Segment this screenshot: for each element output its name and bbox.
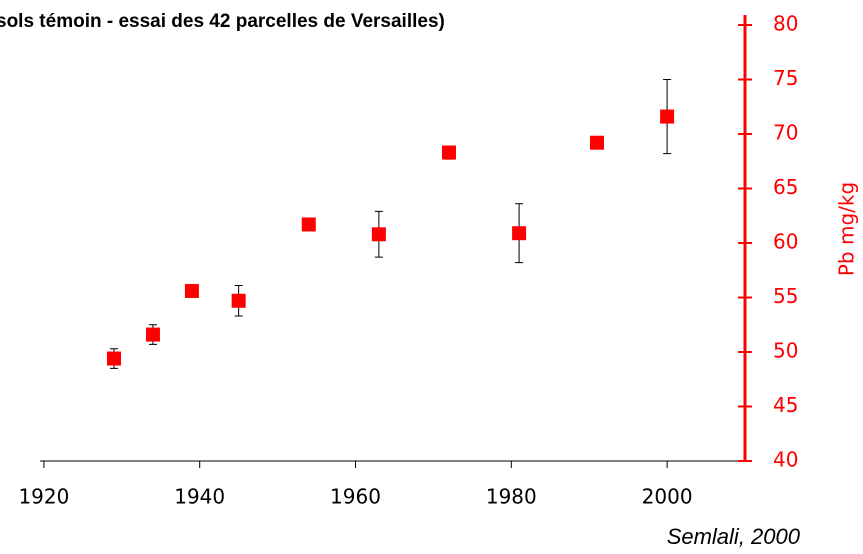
y-tick-label: 45 xyxy=(773,393,798,417)
y-tick-label: 70 xyxy=(773,121,798,145)
y-tick-label: 55 xyxy=(773,284,798,308)
point xyxy=(184,283,199,298)
x-tick-label: 1960 xyxy=(330,485,381,509)
point xyxy=(512,226,527,241)
x-tick-label: 1920 xyxy=(18,485,69,509)
y-tick-label: 80 xyxy=(773,12,798,36)
y-tick-label: 65 xyxy=(773,175,798,199)
x-tick-label: 1940 xyxy=(174,485,225,509)
point xyxy=(441,145,456,160)
point xyxy=(107,351,122,366)
chart-title: sols témoin - essai des 42 parcelles de … xyxy=(0,11,445,32)
y-tick-label: 75 xyxy=(773,66,798,90)
y-tick-label: 50 xyxy=(773,339,798,363)
y-tick-label: 60 xyxy=(773,230,798,254)
y-axis-label: Pb mg/kg xyxy=(835,182,859,276)
point xyxy=(371,227,386,242)
point xyxy=(660,109,675,124)
x-tick-label: 1980 xyxy=(486,485,537,509)
point xyxy=(231,293,246,308)
annotation: Semlali, 2000 xyxy=(667,524,801,549)
point xyxy=(145,327,160,342)
point xyxy=(301,217,316,232)
y-tick-label: 40 xyxy=(773,448,798,472)
point xyxy=(589,135,604,150)
x-tick-label: 2000 xyxy=(642,485,693,509)
